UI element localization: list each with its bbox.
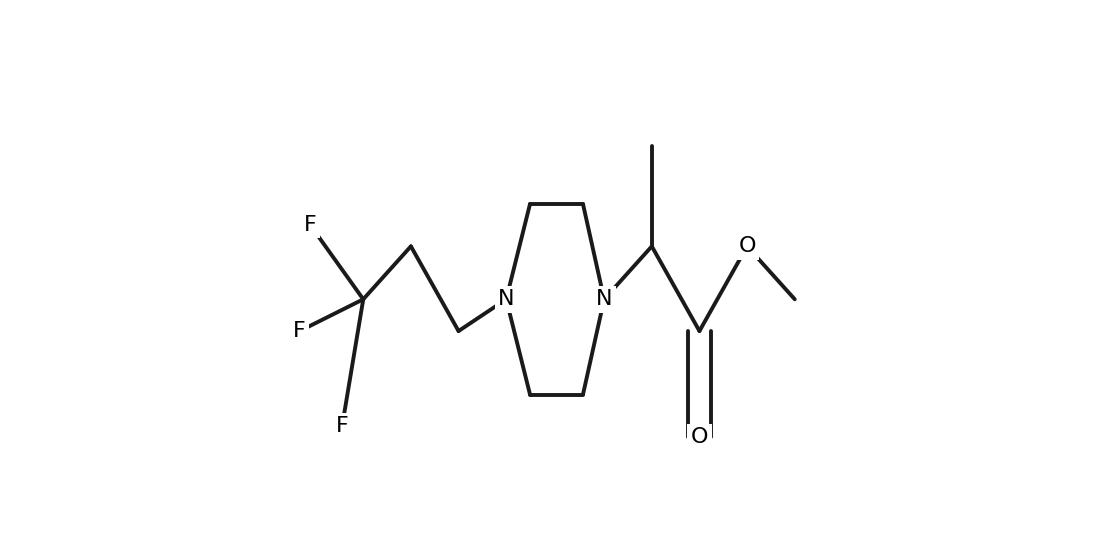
Text: O: O bbox=[691, 427, 708, 447]
Text: O: O bbox=[738, 236, 756, 256]
Text: F: F bbox=[336, 416, 348, 437]
Text: N: N bbox=[595, 289, 612, 309]
Text: N: N bbox=[498, 289, 514, 309]
Text: F: F bbox=[294, 321, 306, 341]
Text: F: F bbox=[304, 215, 317, 235]
